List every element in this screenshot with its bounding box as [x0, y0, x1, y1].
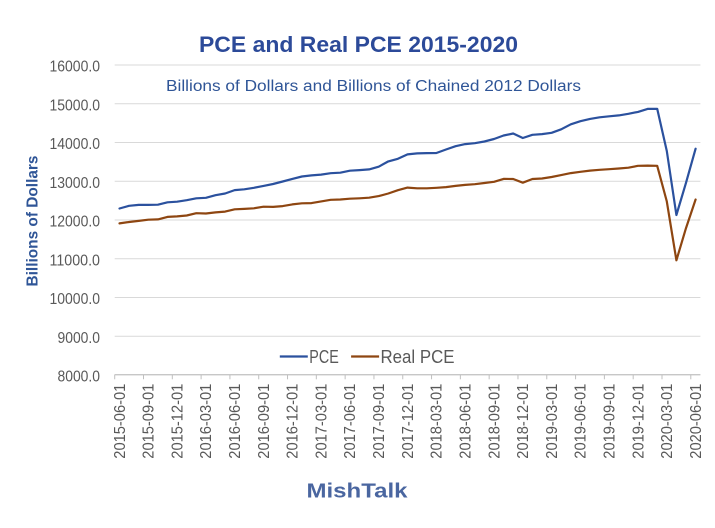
svg-text:16000.0: 16000.0 — [50, 59, 101, 76]
svg-text:Billions of Dollars and Billio: Billions of Dollars and Billions of Chai… — [166, 78, 581, 95]
svg-text:2019-09-01: 2019-09-01 — [602, 384, 619, 459]
svg-text:2018-03-01: 2018-03-01 — [429, 384, 446, 459]
svg-text:2016-12-01: 2016-12-01 — [285, 384, 302, 459]
svg-text:13000.0: 13000.0 — [50, 175, 101, 192]
svg-text:2015-06-01: 2015-06-01 — [112, 384, 129, 459]
svg-text:2017-12-01: 2017-12-01 — [400, 384, 417, 459]
svg-text:PCE: PCE — [309, 346, 339, 367]
svg-text:Billions of Dollars: Billions of Dollars — [25, 155, 42, 286]
svg-text:10000.0: 10000.0 — [50, 291, 101, 308]
svg-text:14000.0: 14000.0 — [50, 136, 101, 153]
svg-text:2016-06-01: 2016-06-01 — [227, 384, 244, 459]
svg-text:2019-06-01: 2019-06-01 — [573, 384, 590, 459]
svg-text:11000.0: 11000.0 — [50, 252, 101, 269]
svg-text:2020-03-01: 2020-03-01 — [659, 384, 676, 459]
svg-text:2018-06-01: 2018-06-01 — [458, 384, 475, 459]
svg-text:2017-06-01: 2017-06-01 — [342, 384, 359, 459]
svg-text:MishTalk: MishTalk — [307, 480, 409, 502]
svg-text:12000.0: 12000.0 — [50, 214, 101, 231]
svg-text:2018-09-01: 2018-09-01 — [486, 384, 503, 459]
svg-text:Real PCE: Real PCE — [381, 346, 455, 367]
svg-text:2015-12-01: 2015-12-01 — [169, 384, 186, 459]
svg-text:2017-09-01: 2017-09-01 — [371, 384, 388, 459]
svg-text:2019-12-01: 2019-12-01 — [630, 384, 647, 459]
svg-text:2018-12-01: 2018-12-01 — [515, 384, 532, 459]
svg-text:2017-03-01: 2017-03-01 — [313, 384, 330, 459]
svg-text:2019-03-01: 2019-03-01 — [544, 384, 561, 459]
svg-text:9000.0: 9000.0 — [58, 330, 101, 347]
svg-text:8000.0: 8000.0 — [58, 369, 101, 386]
svg-text:2016-09-01: 2016-09-01 — [256, 384, 273, 459]
svg-text:2015-09-01: 2015-09-01 — [141, 384, 158, 459]
svg-text:15000.0: 15000.0 — [50, 97, 101, 114]
svg-text:2020-06-01: 2020-06-01 — [688, 384, 705, 459]
svg-text:PCE and Real PCE 2015-2020: PCE and Real PCE 2015-2020 — [199, 32, 518, 57]
svg-text:2016-03-01: 2016-03-01 — [198, 384, 215, 459]
